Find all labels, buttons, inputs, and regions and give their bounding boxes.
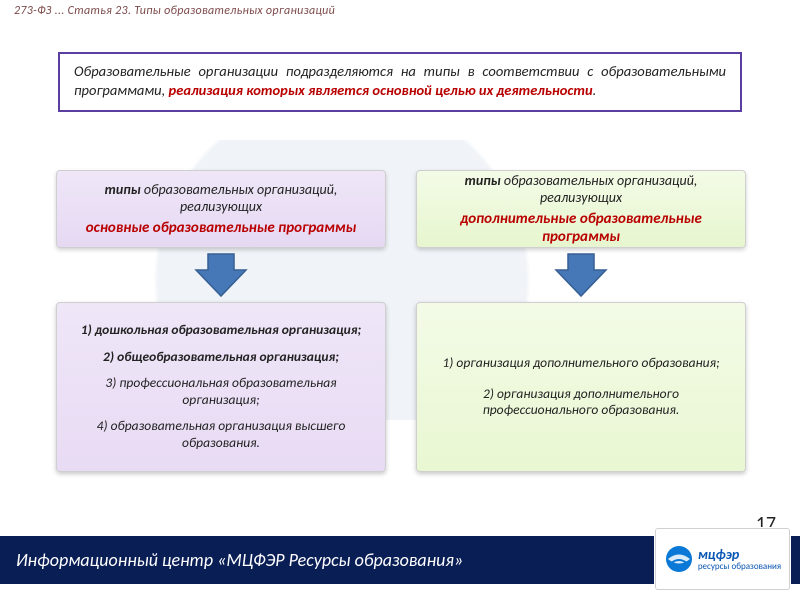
list-item: 2) общеобразовательная организация; (69, 349, 373, 366)
logo-main-text: мцфэр (698, 548, 781, 562)
logo-globe-icon (664, 544, 694, 574)
slide-header: 273-ФЗ ... Статья 23. Типы образовательн… (0, 0, 800, 40)
down-arrow-icon (194, 252, 248, 298)
intro-text: Образовательные организации подразделяют… (74, 62, 726, 100)
left-head-line2: основные образовательные программы (67, 219, 375, 237)
left-column-body: 1) дошкольная образовательная организаци… (56, 302, 386, 472)
right-head-rest: образовательных организаций, реализующих (501, 172, 698, 206)
intro-definition-box: Образовательные организации подразделяют… (58, 52, 742, 112)
logo-text: мцфэр ресурсы образования (698, 548, 781, 571)
footer-text: Информационный центр «МЦФЭР Ресурсы обра… (0, 549, 463, 571)
right-column-header: типы образовательных организаций, реализ… (416, 170, 746, 248)
list-item: 4) образовательная организация высшего о… (69, 418, 373, 452)
list-item: 1) организация дополнительного образован… (429, 355, 733, 372)
intro-text-highlight: реализация которых является основной цел… (169, 81, 593, 99)
footer-bar: Информационный центр «МЦФЭР Ресурсы обра… (0, 536, 800, 584)
list-item: 1) дошкольная образовательная организаци… (69, 322, 373, 339)
list-item: 3) профессиональная образовательная орга… (69, 375, 373, 409)
right-head-bold: типы (465, 172, 501, 189)
left-column-header: типы образовательных организаций, реализ… (56, 170, 386, 248)
footer-logo: мцфэр ресурсы образования (655, 528, 790, 590)
left-head-line1: типы образовательных организаций, реализ… (67, 181, 375, 215)
right-column-body: 1) организация дополнительного образован… (416, 302, 746, 472)
intro-text-b: . (593, 81, 597, 99)
right-head-line1: типы образовательных организаций, реализ… (427, 172, 735, 206)
logo-sub-text: ресурсы образования (698, 562, 781, 571)
right-head-line2: дополнительные образовательные программы (427, 210, 735, 246)
list-item: 2) организация дополнительного профессио… (429, 386, 733, 420)
down-arrow-icon (554, 252, 608, 298)
header-reference-text: 273-ФЗ ... Статья 23. Типы образовательн… (14, 4, 786, 18)
left-head-rest: образовательных организаций, реализующих (141, 181, 338, 215)
left-head-bold: типы (105, 181, 141, 198)
